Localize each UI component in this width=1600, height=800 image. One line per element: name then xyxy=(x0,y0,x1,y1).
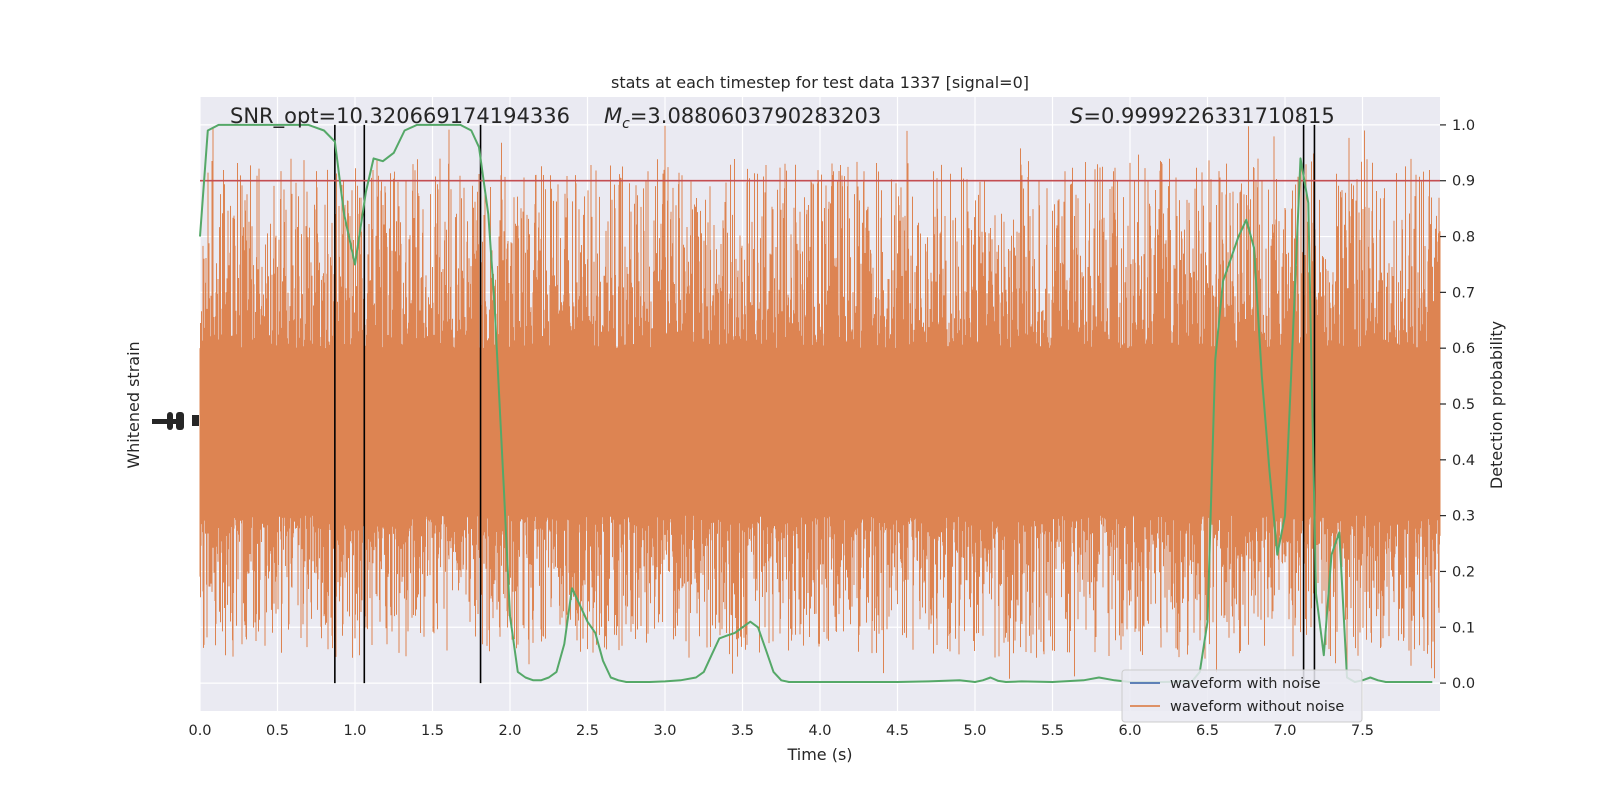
x-tick-label: 6.5 xyxy=(1196,723,1219,739)
x-tick-label: 7.5 xyxy=(1351,723,1374,739)
y-tick-label: 0.5 xyxy=(1452,397,1475,413)
x-tick-label: 4.5 xyxy=(886,723,909,739)
chart-title: stats at each timestep for test data 133… xyxy=(611,73,1029,92)
y-tick-label: 0.0 xyxy=(1452,676,1475,692)
legend-box xyxy=(1121,669,1363,723)
x-tick-label: 3.0 xyxy=(653,723,676,739)
x-tick-label: 6.0 xyxy=(1118,723,1141,739)
y-tick-label: 0.6 xyxy=(1452,341,1475,357)
detection-probability-line xyxy=(199,123,1433,683)
x-tick-label: 0.0 xyxy=(188,723,211,739)
chirp-mass-symbol: M xyxy=(604,104,622,128)
x-tick-label: 3.5 xyxy=(731,723,754,739)
left-tick-blob xyxy=(192,415,199,426)
x-tick-label: 5.5 xyxy=(1041,723,1064,739)
score-value: =0.9999226331710815 xyxy=(1083,104,1334,128)
event-markers xyxy=(334,124,1316,684)
y-tick-label: 0.9 xyxy=(1452,174,1475,190)
x-tick-label: 2.0 xyxy=(498,723,521,739)
y-tick-label: 0.4 xyxy=(1452,453,1475,469)
x-tick-label: 1.5 xyxy=(421,723,444,739)
left-tick-blob xyxy=(152,419,178,424)
score-annotation: S=0.9999226331710815 xyxy=(1070,104,1335,128)
left-tick-blob xyxy=(167,412,173,430)
detection-probability-series xyxy=(199,123,1433,683)
x-axis-ticks: 0.0 0.5 1.0 1.5 2.0 2.5 3.0 3.5 4.0 4.5 5.0 5.5 6.0 6… xyxy=(188,723,1374,739)
left-tick-blob xyxy=(176,412,184,430)
chirp-mass-value: =3.0880603790283203 xyxy=(630,104,881,128)
y-axis-right-ticks: 0.0 0.1 0.2 0.3 0.4 0.5 0.6 0.7 0.8 0.9 1.0 xyxy=(1440,118,1475,692)
x-tick-label: 2.5 xyxy=(576,723,599,739)
y-tick-label: 1.0 xyxy=(1452,118,1475,134)
legend: waveform with noise waveform without noi… xyxy=(1121,669,1363,723)
score-symbol: S xyxy=(1070,104,1083,128)
y-tick-label: 0.2 xyxy=(1452,564,1475,580)
x-tick-label: 5.0 xyxy=(963,723,986,739)
y-axis-left-label: Whitened strain xyxy=(124,341,143,468)
legend-label-with-noise: waveform with noise xyxy=(1170,676,1321,692)
x-tick-label: 0.5 xyxy=(266,723,289,739)
y-tick-label: 0.1 xyxy=(1452,620,1475,636)
snr-annotation: SNR_opt=10.320669174194336 xyxy=(230,104,570,129)
waveform-core-band xyxy=(200,348,1440,516)
y-axis-right-label: Detection probability xyxy=(1487,321,1506,489)
chirp-mass-annotation: Mc=3.0880603790283203 xyxy=(604,104,881,132)
x-axis-label: Time (s) xyxy=(786,745,852,764)
x-tick-label: 7.0 xyxy=(1273,723,1296,739)
waveform-without-noise-series xyxy=(199,125,1441,679)
y-tick-label: 0.8 xyxy=(1452,230,1475,246)
left-axis-collapsed-ticks xyxy=(152,412,199,430)
chirp-mass-subscript: c xyxy=(622,116,630,132)
x-tick-label: 1.0 xyxy=(343,723,366,739)
x-tick-label: 4.0 xyxy=(808,723,831,739)
y-tick-label: 0.3 xyxy=(1452,509,1475,525)
legend-label-without-noise: waveform without noise xyxy=(1170,699,1344,715)
y-tick-label: 0.7 xyxy=(1452,285,1475,301)
